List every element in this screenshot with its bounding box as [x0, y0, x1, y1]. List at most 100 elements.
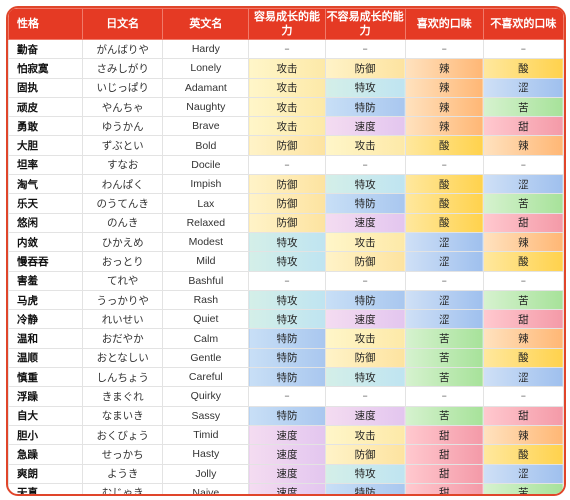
liked-flavor-cell: 辣: [404, 116, 484, 137]
table-row: 内敛 ひかえめ Modest 特攻 攻击涩辣: [8, 231, 564, 253]
increased-stat-cell: 防御: [248, 174, 326, 195]
liked-flavor-cell: 酸: [404, 135, 484, 156]
decreased-stat-cell: 防御: [324, 444, 406, 465]
nature-name-cell: 内敛: [8, 231, 84, 253]
increased-stat-cell: –: [248, 386, 326, 407]
japanese-name-cell: なまいき: [82, 405, 164, 426]
table-row: 勇敢 ゆうかん Brave 攻击 速度辣甜: [8, 116, 564, 137]
japanese-name-cell: むじゃき: [82, 482, 164, 494]
table-row: 温和 おだやか Calm 特防 攻击苦辣: [8, 328, 564, 349]
liked-flavor-cell: 涩: [404, 289, 484, 311]
english-name-cell: Hasty: [162, 444, 250, 465]
disliked-flavor-cell: 甜: [482, 212, 564, 233]
nature-name-cell: 慎重: [8, 367, 84, 388]
increased-stat-cell: 特防: [248, 347, 326, 369]
liked-flavor-cell: 涩: [404, 251, 484, 272]
decreased-stat-cell: 特攻: [324, 174, 406, 195]
english-name-cell: Lax: [162, 193, 250, 214]
disliked-flavor-cell: 甜: [482, 116, 564, 137]
decreased-stat-cell: 速度: [324, 212, 406, 233]
japanese-name-cell: ずぶとい: [82, 135, 164, 156]
disliked-flavor-cell: –: [482, 38, 564, 60]
liked-flavor-cell: 涩: [404, 231, 484, 253]
increased-stat-cell: 特防: [248, 367, 326, 388]
increased-stat-cell: 特攻: [248, 251, 326, 272]
english-name-cell: Quiet: [162, 309, 250, 330]
nature-name-cell: 怕寂寞: [8, 58, 84, 79]
table-row: 坦率 すなお Docile – – – –: [8, 154, 564, 176]
increased-stat-cell: 攻击: [248, 96, 326, 118]
liked-flavor-cell: 苦: [404, 328, 484, 349]
decreased-stat-cell: 特防: [324, 96, 406, 118]
disliked-flavor-cell: 酸: [482, 347, 564, 369]
decreased-stat-cell: 速度: [324, 405, 406, 426]
nature-name-cell: 坦率: [8, 154, 84, 176]
japanese-name-cell: おとなしい: [82, 347, 164, 369]
table-row: 慎重 しんちょう Careful 特防 特攻苦涩: [8, 367, 564, 388]
nature-name-cell: 勇敢: [8, 116, 84, 137]
disliked-flavor-cell: 苦: [482, 289, 564, 311]
liked-flavor-cell: 酸: [404, 212, 484, 233]
increased-stat-cell: 特攻: [248, 309, 326, 330]
nature-name-cell: 悠闲: [8, 212, 84, 233]
nature-name-cell: 爽朗: [8, 463, 84, 484]
nature-name-cell: 天真: [8, 482, 84, 494]
japanese-name-cell: ようき: [82, 463, 164, 484]
liked-flavor-cell: 辣: [404, 77, 484, 98]
nature-name-cell: 温顺: [8, 347, 84, 369]
disliked-flavor-cell: 酸: [482, 251, 564, 272]
header-liked-flavor: 喜欢的口味: [404, 8, 484, 40]
nature-name-cell: 固执: [8, 77, 84, 98]
decreased-stat-cell: 攻击: [324, 424, 406, 446]
table-row: 勤奋 がんばりや Hardy – – – –: [8, 38, 564, 60]
increased-stat-cell: 防御: [248, 212, 326, 233]
increased-stat-cell: 防御: [248, 135, 326, 156]
decreased-stat-cell: –: [324, 270, 406, 291]
increased-stat-cell: 特防: [248, 328, 326, 349]
decreased-stat-cell: –: [324, 386, 406, 407]
header-japanese-name: 日文名: [82, 8, 164, 40]
disliked-flavor-cell: –: [482, 270, 564, 291]
liked-flavor-cell: 甜: [404, 482, 484, 494]
nature-name-cell: 急躁: [8, 444, 84, 465]
japanese-name-cell: のんき: [82, 212, 164, 233]
table-row: 冷静 れいせい Quiet 特攻 速度涩甜: [8, 309, 564, 330]
decreased-stat-cell: 防御: [324, 347, 406, 369]
english-name-cell: Naive: [162, 482, 250, 494]
table-row: 害羞 てれや Bashful – – – –: [8, 270, 564, 291]
english-name-cell: Bashful: [162, 270, 250, 291]
decreased-stat-cell: 防御: [324, 58, 406, 79]
disliked-flavor-cell: 辣: [482, 135, 564, 156]
disliked-flavor-cell: –: [482, 386, 564, 407]
increased-stat-cell: 速度: [248, 482, 326, 494]
table-row: 固执 いじっぱり Adamant 攻击 特攻辣涩: [8, 77, 564, 98]
increased-stat-cell: 特防: [248, 405, 326, 426]
decreased-stat-cell: 攻击: [324, 328, 406, 349]
table-row: 淘气 わんぱく Impish 防御 特攻酸涩: [8, 174, 564, 195]
english-name-cell: Hardy: [162, 38, 250, 60]
table-row: 悠闲 のんき Relaxed 防御 速度酸甜: [8, 212, 564, 233]
decreased-stat-cell: 攻击: [324, 231, 406, 253]
liked-flavor-cell: 辣: [404, 96, 484, 118]
decreased-stat-cell: 速度: [324, 309, 406, 330]
disliked-flavor-cell: 涩: [482, 463, 564, 484]
disliked-flavor-cell: 酸: [482, 444, 564, 465]
english-name-cell: Timid: [162, 424, 250, 446]
english-name-cell: Naughty: [162, 96, 250, 118]
english-name-cell: Adamant: [162, 77, 250, 98]
english-name-cell: Rash: [162, 289, 250, 311]
nature-name-cell: 顽皮: [8, 96, 84, 118]
english-name-cell: Modest: [162, 231, 250, 253]
disliked-flavor-cell: 涩: [482, 367, 564, 388]
increased-stat-cell: –: [248, 270, 326, 291]
decreased-stat-cell: 特防: [324, 193, 406, 214]
increased-stat-cell: 特攻: [248, 231, 326, 253]
table-row: 胆小 おくびょう Timid 速度 攻击甜辣: [8, 424, 564, 446]
liked-flavor-cell: 辣: [404, 58, 484, 79]
japanese-name-cell: おっとり: [82, 251, 164, 272]
nature-name-cell: 勤奋: [8, 38, 84, 60]
decreased-stat-cell: 特防: [324, 482, 406, 494]
nature-name-cell: 马虎: [8, 289, 84, 311]
header-increased-stat: 容易成长的能力: [248, 8, 326, 40]
japanese-name-cell: いじっぱり: [82, 77, 164, 98]
